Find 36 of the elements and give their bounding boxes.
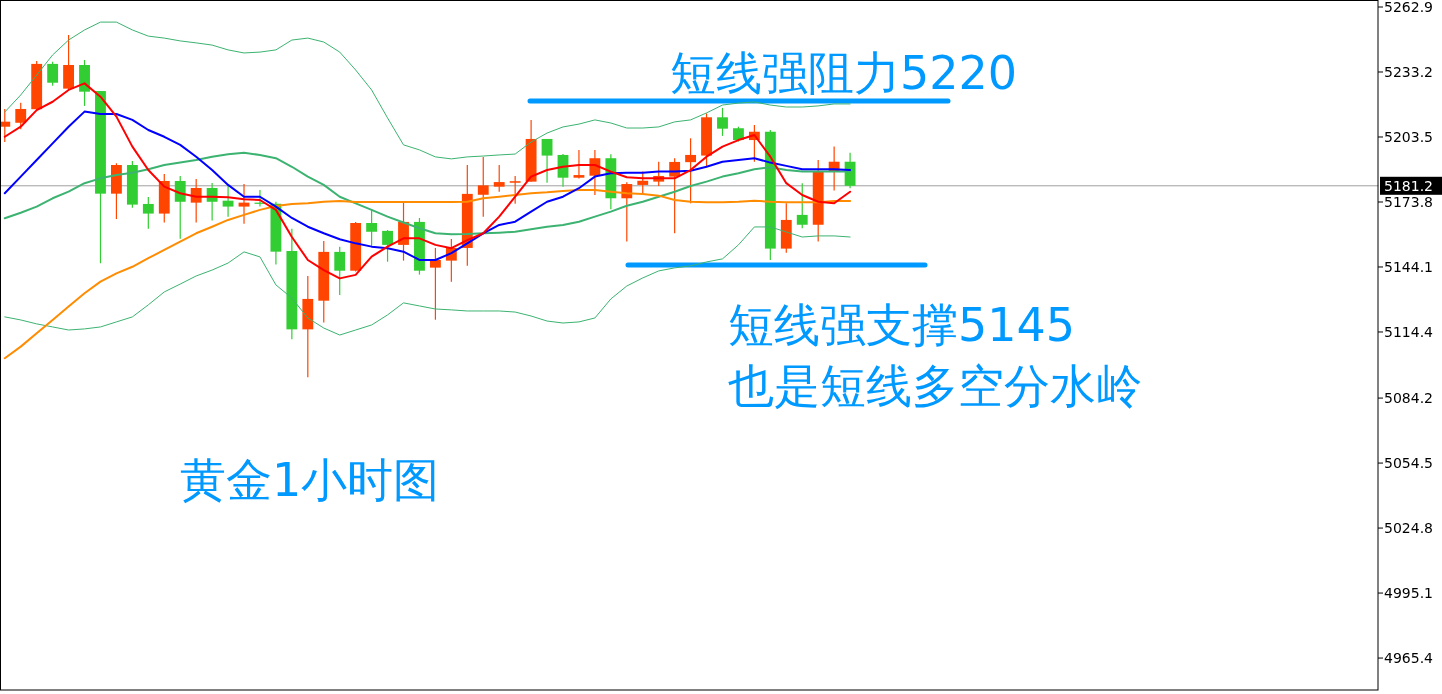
candlestick	[174, 175, 186, 240]
y-tick-label: 5173.8	[1384, 193, 1433, 210]
annotation: 黄金1小时图	[180, 453, 440, 507]
annotation: 也是短线多空分水岭	[728, 359, 1142, 413]
candlestick	[796, 182, 808, 229]
candlestick	[541, 138, 553, 184]
candlestick	[382, 229, 393, 263]
candlestick	[493, 164, 505, 193]
y-tick-label: 4965.4	[1384, 650, 1434, 667]
candlestick	[717, 107, 728, 137]
line-series	[4, 21, 851, 160]
ref-line-label: 5181.2	[1384, 177, 1433, 194]
candlestick	[15, 102, 27, 130]
candlestick	[334, 246, 346, 296]
y-tick-label: 5084.2	[1384, 390, 1433, 407]
ref-line-label: 短线强阻力5220	[670, 45, 1018, 100]
candlestick	[47, 61, 59, 87]
candlestick	[685, 137, 697, 204]
y-tick-label: 5054.5	[1384, 455, 1433, 472]
candlestick	[509, 175, 521, 205]
y-tick-label: 5024.8	[1384, 520, 1433, 537]
y-tick-label: 5114.4	[1384, 323, 1434, 340]
y-tick-label: 5144.1	[1384, 258, 1433, 275]
candlestick	[429, 247, 441, 321]
candlestick	[63, 34, 74, 90]
ref-line-label: 短线强支撑5145	[728, 298, 1076, 353]
y-tick-label: 4995.1	[1384, 585, 1433, 602]
candlestick	[222, 185, 234, 218]
candlestick	[477, 156, 489, 218]
candlestick	[573, 149, 585, 180]
y-tick-label: 5262.9	[1384, 0, 1433, 15]
y-tick-label: 5203.5	[1384, 128, 1433, 145]
candlestick	[142, 196, 154, 230]
candlestick	[238, 183, 250, 225]
y-tick-label: 5233.2	[1384, 64, 1433, 80]
candlestick	[366, 209, 378, 248]
